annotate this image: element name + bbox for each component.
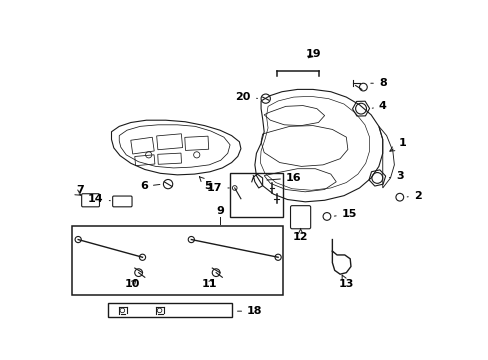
Text: 17: 17 [206,183,229,193]
Text: 8: 8 [370,78,386,88]
Text: 16: 16 [266,173,301,183]
Text: 13: 13 [338,275,353,288]
Text: 20: 20 [235,92,257,102]
Text: 14: 14 [88,194,110,204]
Text: 2: 2 [407,191,421,201]
Text: 12: 12 [292,229,308,242]
Text: 1: 1 [389,138,405,151]
Text: 3: 3 [388,171,403,181]
Text: 11: 11 [202,279,217,288]
Text: 4: 4 [371,101,386,111]
Text: 5: 5 [199,177,212,191]
Text: 19: 19 [305,49,320,59]
Text: 9: 9 [216,206,224,216]
Text: 15: 15 [334,209,356,219]
Text: 6: 6 [140,181,160,192]
Text: 7: 7 [77,185,84,195]
Text: 18: 18 [237,306,262,316]
Text: 10: 10 [124,279,140,288]
